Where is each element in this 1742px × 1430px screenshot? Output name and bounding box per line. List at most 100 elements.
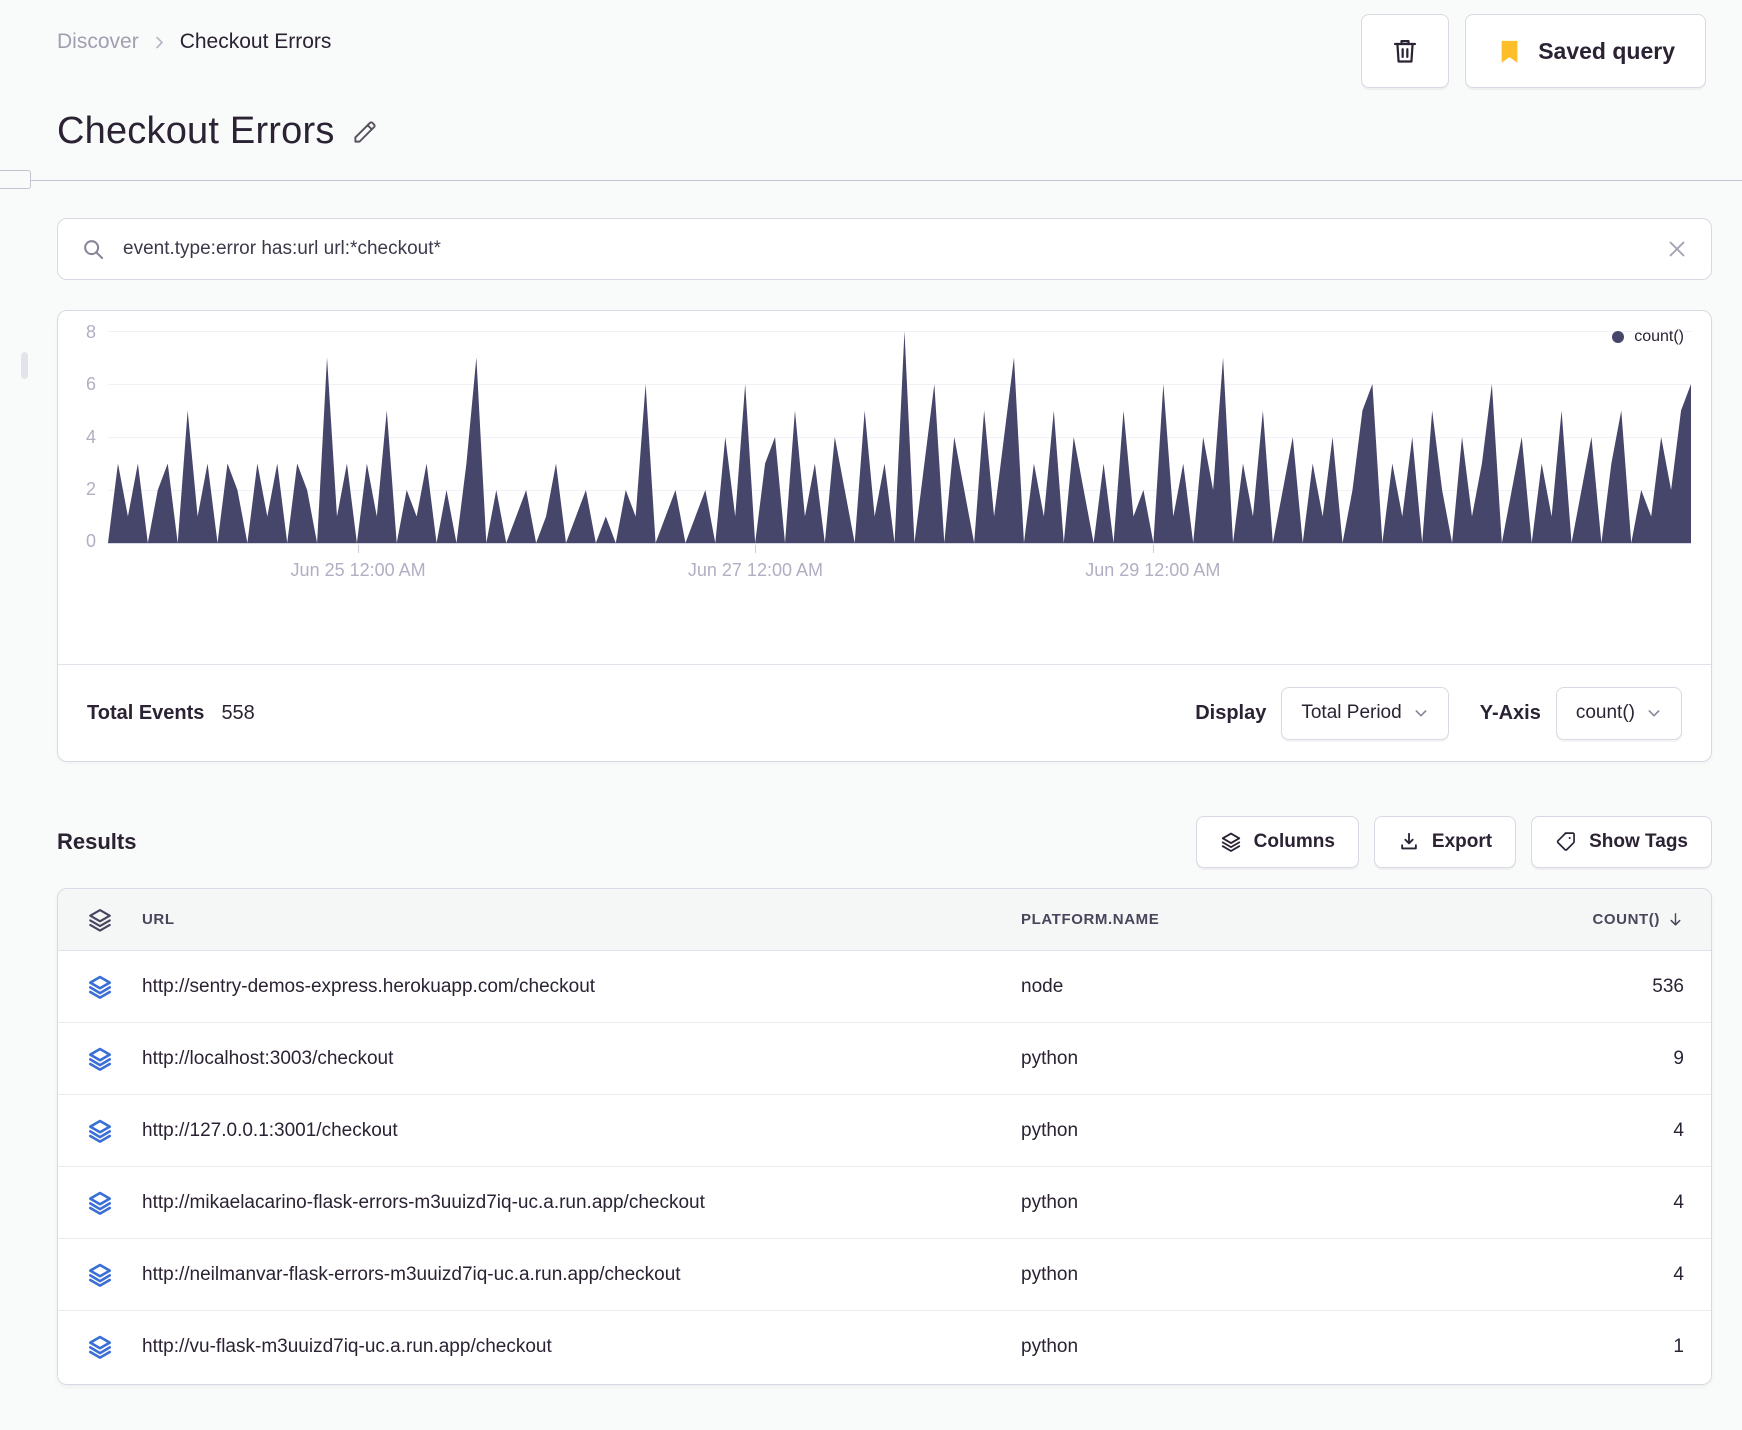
total-events: Total Events 558 (87, 702, 255, 725)
column-header-url[interactable]: URL (142, 911, 175, 928)
search-bar (57, 218, 1712, 280)
display-dropdown[interactable]: Total Period (1281, 686, 1449, 740)
count-cell: 4 (1673, 1119, 1684, 1141)
event-count-chart[interactable]: Jun 25 12:00 AM Jun 27 12:00 AM Jun 29 12:… (108, 331, 1691, 580)
bookmark-icon (1496, 38, 1523, 65)
row-layers-icon[interactable] (58, 1334, 142, 1360)
x-tick-label: Jun 29 12:00 AM (1085, 560, 1221, 580)
platform-cell: python (1021, 1191, 1079, 1213)
breadcrumb-discover[interactable]: Discover (57, 30, 139, 53)
chevron-down-icon (1413, 705, 1429, 721)
table-row[interactable]: http://vu-flask-m3uuizd7iq-uc.a.run.app/… (58, 1311, 1711, 1383)
total-events-label: Total Events (87, 701, 205, 724)
top-bar: Discover Checkout Errors Saved query (0, 0, 1742, 88)
platform-cell: python (1021, 1263, 1079, 1285)
chart-legend[interactable]: count() (1612, 328, 1684, 346)
count-cell: 536 (1652, 975, 1684, 997)
x-tick-label: Jun 27 12:00 AM (687, 560, 823, 580)
table-row[interactable]: http://127.0.0.1:3001/checkout python 4 (58, 1095, 1711, 1167)
total-events-value: 558 (221, 701, 255, 724)
export-label: Export (1431, 831, 1493, 852)
url-cell[interactable]: http://mikaelacarino-flask-errors-m3uuiz… (142, 1191, 705, 1213)
platform-cell: python (1021, 1047, 1079, 1069)
y-axis-labels: 8 6 4 2 0 (58, 322, 108, 552)
y-tick-label: 8 (85, 322, 96, 342)
platform-cell: node (1021, 975, 1064, 997)
search-input[interactable] (121, 237, 1651, 261)
x-tick-mark (358, 545, 360, 553)
url-cell[interactable]: http://127.0.0.1:3001/checkout (142, 1119, 398, 1141)
clear-search-icon[interactable] (1666, 238, 1688, 260)
column-header-count[interactable]: COUNT() (1481, 911, 1711, 928)
sort-descending-icon (1667, 911, 1684, 928)
table-row[interactable]: http://sentry-demos-express.herokuapp.co… (58, 951, 1711, 1023)
count-cell: 4 (1673, 1263, 1684, 1285)
scroll-nub (21, 352, 28, 379)
y-tick-label: 2 (85, 478, 96, 499)
yaxis-dropdown[interactable]: count() (1555, 686, 1682, 740)
table-row[interactable]: http://localhost:3003/checkout python 9 (58, 1023, 1711, 1095)
header-divider (0, 170, 1742, 189)
row-layers-icon[interactable] (58, 1262, 142, 1288)
row-layers-icon[interactable] (58, 1118, 142, 1144)
url-cell[interactable]: http://vu-flask-m3uuizd7iq-uc.a.run.app/… (142, 1336, 552, 1357)
results-actions: Columns Export Show Tags (1195, 816, 1712, 868)
row-layers-icon[interactable] (58, 974, 142, 1000)
platform-cell: python (1021, 1336, 1079, 1357)
table-row[interactable]: http://mikaelacarino-flask-errors-m3uuiz… (58, 1167, 1711, 1239)
count-header-label: COUNT() (1592, 911, 1660, 928)
title-row: Checkout Errors (0, 88, 1742, 153)
url-cell[interactable]: http://sentry-demos-express.herokuapp.co… (142, 975, 596, 997)
breadcrumb-current-page: Checkout Errors (179, 30, 332, 53)
x-tick-mark (755, 545, 757, 553)
export-button[interactable]: Export (1373, 816, 1517, 868)
edit-title-pencil-icon[interactable] (352, 118, 379, 145)
legend-dot (1612, 331, 1625, 343)
delete-query-button[interactable] (1361, 14, 1450, 88)
show-tags-button[interactable]: Show Tags (1531, 816, 1712, 868)
chevron-right-icon (152, 35, 167, 50)
table-header-row: URL PLATFORM.NAME COUNT() (58, 889, 1711, 951)
show-tags-label: Show Tags (1589, 831, 1688, 852)
top-actions: Saved query (1361, 14, 1706, 88)
x-axis-ticks: Jun 25 12:00 AM Jun 27 12:00 AM Jun 29 12:… (108, 543, 1691, 587)
x-tick-mark (1152, 545, 1154, 553)
x-axis-line (108, 543, 1691, 544)
yaxis-value: count() (1575, 702, 1635, 723)
gridline (108, 384, 1691, 385)
saved-query-label: Saved query (1538, 37, 1675, 64)
display-label: Display (1195, 701, 1267, 724)
legend-label: count() (1634, 328, 1684, 345)
platform-cell: python (1021, 1119, 1079, 1141)
row-layers-icon[interactable] (58, 1046, 142, 1072)
y-tick-label: 0 (85, 531, 96, 551)
gridline (108, 331, 1691, 332)
chevron-down-icon (1646, 705, 1662, 721)
table-body: http://sentry-demos-express.herokuapp.co… (58, 951, 1711, 1383)
url-cell[interactable]: http://localhost:3003/checkout (142, 1047, 394, 1069)
y-tick-label: 6 (85, 374, 96, 395)
count-cell: 9 (1673, 1047, 1684, 1069)
row-layers-icon[interactable] (58, 1190, 142, 1216)
header-layers-icon[interactable] (58, 907, 142, 933)
results-row: Results Columns Export Show Tags (57, 816, 1712, 868)
chart-footer: Total Events 558 Display Total Period Y-… (58, 664, 1711, 761)
table-row[interactable]: http://neilmanvar-flask-errors-m3uuizd7i… (58, 1239, 1711, 1311)
page-title: Checkout Errors (57, 110, 335, 152)
display-value: Total Period (1301, 702, 1402, 723)
columns-label: Columns (1253, 831, 1335, 852)
saved-query-button[interactable]: Saved query (1465, 14, 1706, 88)
y-tick-label: 4 (85, 426, 96, 447)
x-tick-label: Jun 25 12:00 AM (290, 560, 426, 580)
breadcrumb: Discover Checkout Errors (57, 30, 331, 54)
url-cell[interactable]: http://neilmanvar-flask-errors-m3uuizd7i… (142, 1263, 681, 1285)
main-content: count() 8 6 4 2 0 Jun 25 12:00 AM Jun 27 12:0… (0, 181, 1742, 1385)
column-header-platform[interactable]: PLATFORM.NAME (1021, 911, 1160, 928)
chart-panel: count() 8 6 4 2 0 Jun 25 12:00 AM Jun 27 12:0… (57, 310, 1712, 762)
download-icon (1398, 831, 1420, 853)
columns-button[interactable]: Columns (1195, 816, 1359, 868)
trash-icon (1391, 37, 1419, 65)
results-table: URL PLATFORM.NAME COUNT() http://sentry-… (57, 888, 1712, 1385)
sidebar-collapse-handle[interactable] (0, 170, 31, 189)
